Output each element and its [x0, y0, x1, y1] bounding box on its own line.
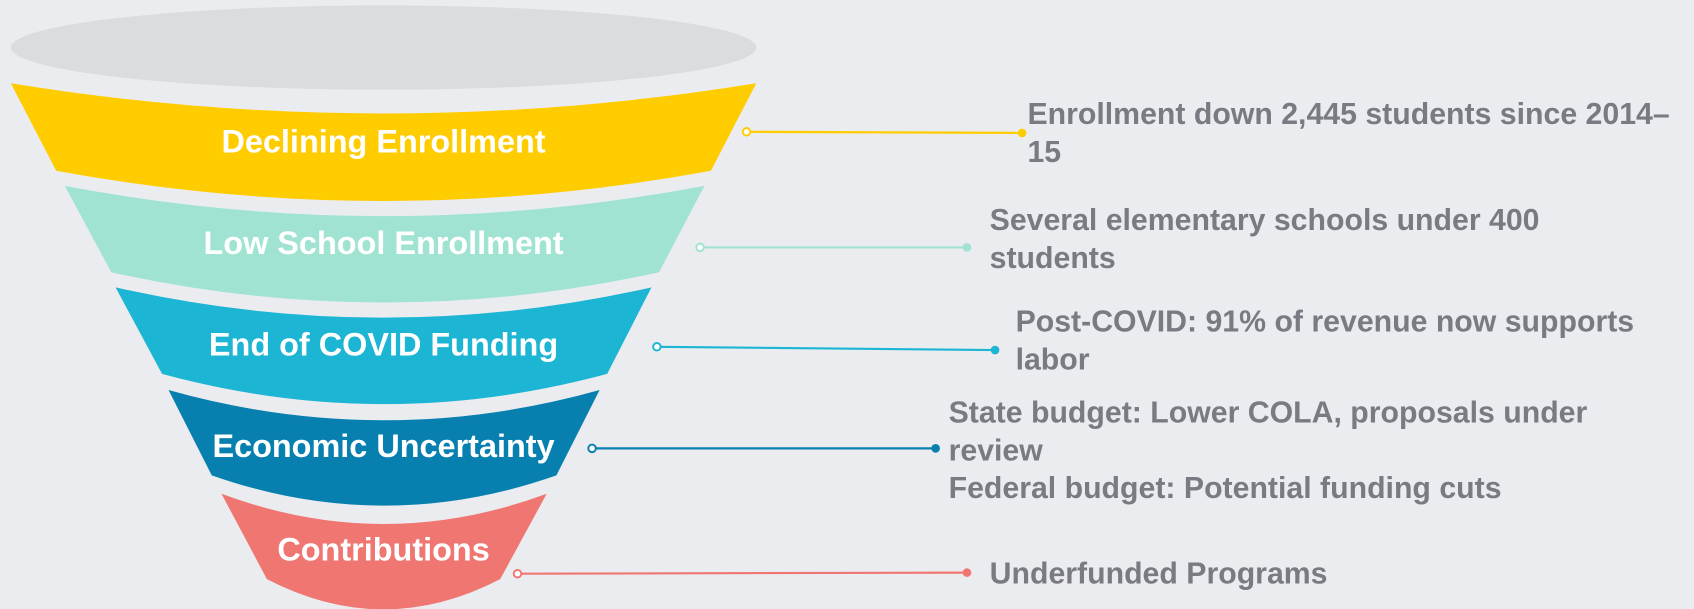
note-group: Enrollment down 2,445 students since 201…	[1027, 95, 1675, 171]
stage-label: Contributions	[277, 532, 489, 568]
note-group: Post-COVID: 91% of revenue now supports …	[1016, 303, 1694, 379]
connector-end	[931, 444, 940, 453]
stage-label: End of COVID Funding	[209, 326, 558, 362]
note-group: State budget: Lower COLA, proposals unde…	[949, 393, 1662, 506]
connector-end	[962, 243, 972, 252]
note-group: Several elementary schools under 400 stu…	[990, 201, 1638, 277]
connector	[517, 571, 967, 575]
funnel-segment	[115, 287, 652, 405]
funnel-top	[10, 5, 757, 90]
funnel-segment	[64, 185, 705, 303]
connector-end	[990, 345, 1000, 355]
note: Post-COVID: 91% of revenue now supports …	[1015, 304, 1635, 376]
note: Underfunded Programs	[989, 556, 1328, 590]
connector-end	[962, 568, 972, 577]
connector-end	[1017, 128, 1027, 138]
connector-start	[652, 342, 662, 352]
note: Federal budget: Potential funding cuts	[948, 471, 1502, 505]
note-group: Underfunded Programs	[990, 554, 1638, 592]
connector	[746, 130, 1023, 134]
funnel-segment	[10, 83, 757, 201]
stage-label: Declining Enrollment	[221, 123, 545, 159]
funnel-segment	[168, 390, 600, 506]
note: Enrollment down 2,445 students since 201…	[1027, 97, 1670, 169]
connector-start	[695, 242, 705, 253]
connector-start	[741, 127, 752, 137]
stage-label: Economic Uncertainty	[212, 428, 554, 464]
stage-label: Low School Enrollment	[204, 225, 564, 261]
note: Several elementary schools under 400 stu…	[989, 203, 1540, 275]
connector-start	[587, 443, 597, 454]
funnel-segment	[221, 493, 547, 609]
connector	[656, 345, 996, 352]
connector-start	[512, 568, 523, 579]
note: State budget: Lower COLA, proposals unde…	[948, 395, 1588, 467]
